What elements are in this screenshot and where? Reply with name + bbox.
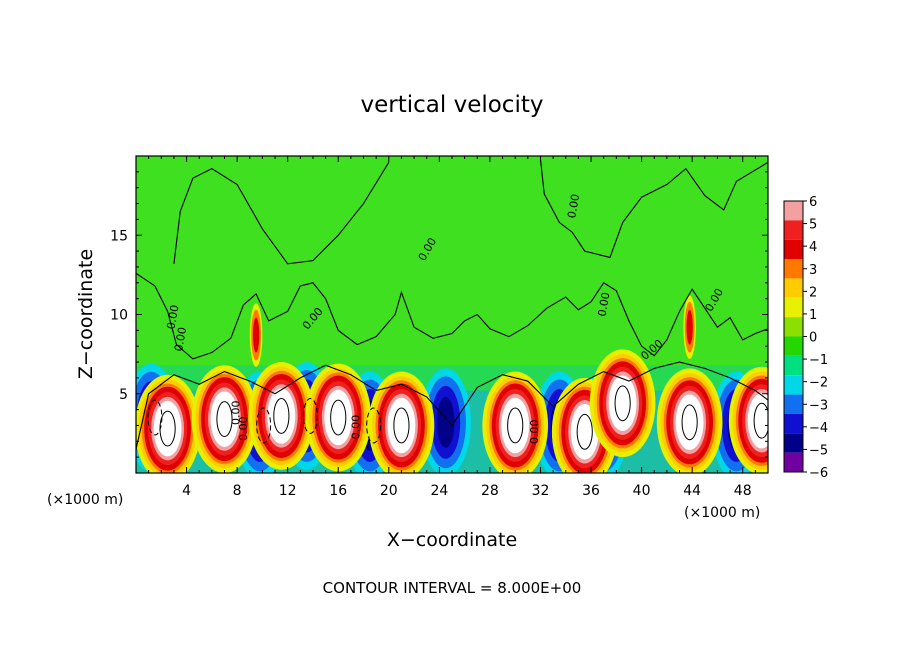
updraft-cell-9 xyxy=(747,392,768,449)
x-tick-label: 28 xyxy=(481,483,499,499)
downdraft-cell-4 xyxy=(436,396,455,448)
colorbar-tick-label: 3 xyxy=(809,263,817,278)
colorbar-tick-label: −1 xyxy=(809,353,828,368)
updraft-core-contour-5 xyxy=(507,407,524,444)
colorbar-tick-label: −4 xyxy=(809,421,828,436)
updraft-cell-5 xyxy=(501,397,530,454)
updraft-cell-2 xyxy=(267,388,296,444)
colorbar-segment xyxy=(784,239,803,260)
x-tick-label: 32 xyxy=(532,483,550,499)
contour-interval-note: CONTOUR INTERVAL = 8.000E+00 xyxy=(323,579,582,597)
updraft-core-contour-4 xyxy=(393,407,410,444)
zero-contour-top xyxy=(173,162,390,265)
updraft-core-contour-3 xyxy=(330,399,347,436)
y-tick-label: 5 xyxy=(119,387,128,403)
colorbar-segment xyxy=(784,452,803,472)
contour-label: 0.00 xyxy=(172,326,189,352)
x-tick-label: 48 xyxy=(734,483,752,499)
contour-label: 0.00 xyxy=(164,304,181,330)
dashed-contour-3 xyxy=(366,407,382,444)
updraft-core-contour-2 xyxy=(273,398,290,434)
x-tick-label: 12 xyxy=(279,483,297,499)
y-axis-ticks: 5 10 15 xyxy=(110,171,768,458)
updraft-cell-11 xyxy=(686,309,693,345)
x-axis-label: X−coordinate xyxy=(387,529,517,551)
x-tick-label: 36 xyxy=(582,483,600,499)
x-tick-label: 40 xyxy=(633,483,651,499)
colorbar-segment xyxy=(784,220,803,240)
contour-labels: 0.000.000.000.000.000.000.000.000.000.00… xyxy=(164,193,726,444)
updraft-core-contour-7 xyxy=(614,385,631,422)
colorbar-segment xyxy=(784,336,803,356)
dashed-contour-1 xyxy=(256,407,272,444)
colorbar-segment xyxy=(784,297,803,318)
colorbar-segment xyxy=(784,201,803,221)
updraft-cell-4 xyxy=(387,397,416,454)
y-axis-label: Z−coordinate xyxy=(75,249,97,379)
colorbar-tick-label: 2 xyxy=(809,285,817,300)
colorbar-segment xyxy=(784,375,803,395)
x-tick-label: 44 xyxy=(683,483,701,499)
colorbar-tick-label: −6 xyxy=(809,466,828,481)
contour-label: 0.00 xyxy=(230,401,243,426)
x-multiplier-label: (×1000 m) xyxy=(684,505,760,521)
colorbar-segment xyxy=(784,413,803,434)
x-tick-label: 20 xyxy=(380,483,398,499)
colorbar-segment xyxy=(784,317,803,337)
updraft-cell-8 xyxy=(675,394,704,451)
colorbar-tick-label: −3 xyxy=(809,398,828,413)
contour-label: 0.00 xyxy=(528,420,541,445)
updraft-cell-7 xyxy=(608,375,637,431)
updraft-cell-0 xyxy=(153,400,182,457)
updraft-cell-1 xyxy=(210,391,239,447)
updraft-cell-10 xyxy=(252,317,260,353)
updraft-core-contour-1 xyxy=(216,401,233,438)
colorbar: 6 5 4 3 2 1 0 −1 −2 −3 −4 −5 −6 xyxy=(783,195,828,481)
colorbar-segment xyxy=(784,278,803,298)
zero-contour-right xyxy=(539,159,768,259)
x-tick-label: 16 xyxy=(329,483,347,499)
colorbar-tick-label: 6 xyxy=(809,195,817,210)
y-tick-label: 15 xyxy=(110,228,128,244)
dashed-contour-0 xyxy=(147,399,163,436)
colorbar-segment xyxy=(784,394,803,414)
contour-label: 0.00 xyxy=(565,193,582,219)
colorbar-tick-label: −5 xyxy=(809,443,828,458)
updraft-core-contour-6 xyxy=(576,413,593,450)
updraft-core-contour-9 xyxy=(753,402,768,439)
colorbar-tick-label: 4 xyxy=(809,240,817,255)
chart-title: vertical velocity xyxy=(361,92,544,118)
contour-label: 0.00 xyxy=(237,416,250,441)
colorbar-segment xyxy=(784,355,803,376)
colorbar-tick-label: 5 xyxy=(809,218,817,233)
x-tick-label: 24 xyxy=(430,483,448,499)
z-multiplier-label: (×1000 m) xyxy=(47,492,123,508)
x-axis-ticks: 4 8 12 16 20 24 28 32 36 40 44 48 xyxy=(148,156,756,499)
plot-area: 0.000.000.000.000.000.000.000.000.000.00… xyxy=(110,155,769,499)
updraft-cell-3 xyxy=(324,389,353,446)
colorbar-segment xyxy=(784,433,803,453)
x-tick-label: 4 xyxy=(182,483,191,499)
zero-contour-low xyxy=(136,361,768,450)
zero-contours xyxy=(136,159,768,450)
colorbar-segment xyxy=(784,259,803,279)
y-tick-label: 10 xyxy=(110,308,128,324)
colorbar-tick-label: −2 xyxy=(809,376,828,391)
colorbar-tick-label: 1 xyxy=(809,308,817,323)
contour-label: 0.00 xyxy=(595,291,612,317)
colorbar-tick-label: 0 xyxy=(809,331,817,346)
zero-contour-upper xyxy=(136,272,768,360)
contour-label: 0.00 xyxy=(350,415,363,440)
updraft-core-contour-8 xyxy=(681,404,698,441)
x-tick-label: 8 xyxy=(233,483,242,499)
dashed-contour-2 xyxy=(302,398,318,434)
velocity-field xyxy=(136,295,768,473)
